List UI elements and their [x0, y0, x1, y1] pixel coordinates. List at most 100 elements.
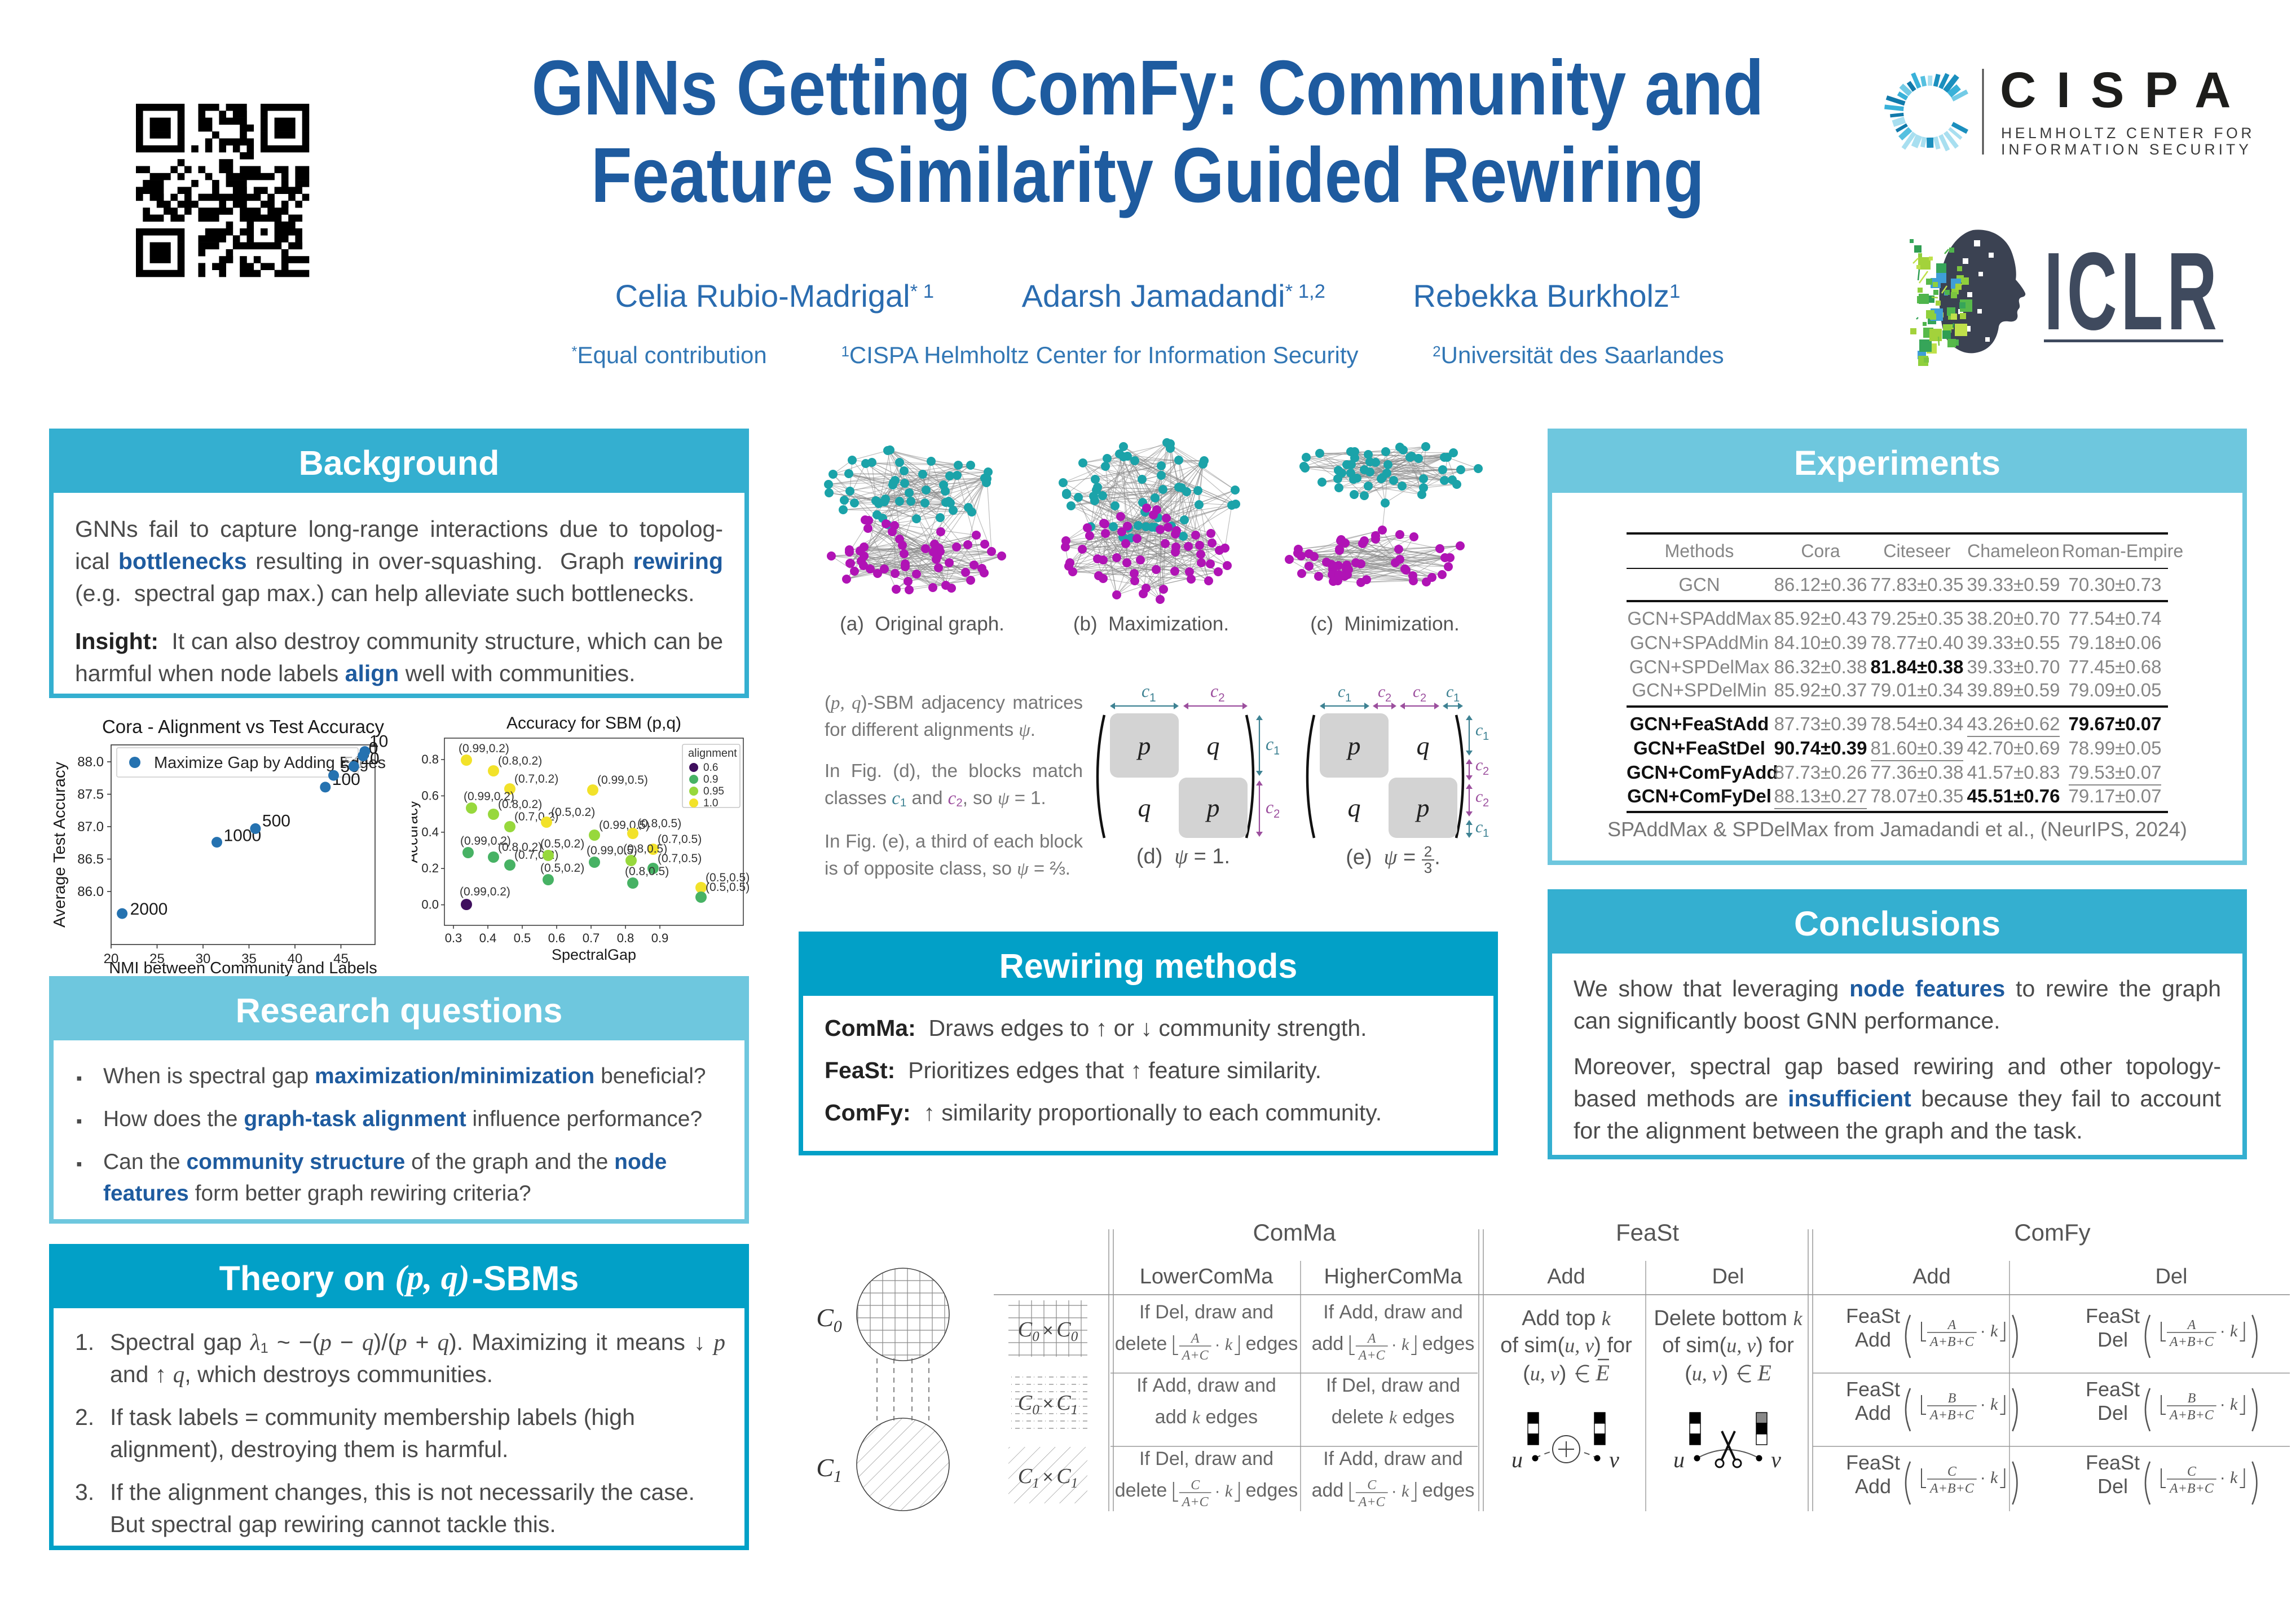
svg-text:(0.5,0.5): (0.5,0.5) — [706, 871, 750, 884]
svg-text:Add: Add — [1547, 1265, 1585, 1288]
svg-text:C: C — [1018, 1318, 1033, 1341]
svg-text:87.0: 87.0 — [77, 819, 104, 835]
svg-text:86.0: 86.0 — [77, 884, 104, 899]
svg-text:edges: edges — [1417, 1480, 1474, 1501]
svg-text:of sim(: of sim( — [1500, 1334, 1565, 1357]
svg-text:LowerComMa: LowerComMa — [1140, 1265, 1273, 1288]
svg-text:alignment: alignment — [688, 747, 737, 760]
svg-text:A: A — [1947, 1318, 1956, 1332]
svg-text:A+B+C: A+B+C — [1929, 1408, 1975, 1423]
svg-text:0.0: 0.0 — [421, 898, 439, 912]
svg-text:A+B+C: A+B+C — [1929, 1481, 1975, 1496]
svg-text:k: k — [1192, 1407, 1201, 1427]
svg-text:k: k — [1225, 1335, 1233, 1354]
svg-text:c: c — [1378, 687, 1385, 701]
svg-text:p: p — [1205, 793, 1220, 822]
svg-text:2: 2 — [1385, 692, 1391, 704]
svg-text:(0.99,0.2): (0.99,0.2) — [460, 885, 510, 898]
svg-text:30: 30 — [196, 951, 211, 967]
svg-text:(0.5,0.5): (0.5,0.5) — [706, 881, 750, 894]
svg-text:edges: edges — [1240, 1480, 1298, 1501]
svg-text:Add top: Add top — [1522, 1307, 1602, 1330]
svg-text:×: × — [1043, 1320, 1054, 1340]
svg-text:(0.99,0.2): (0.99,0.2) — [460, 835, 511, 848]
svg-text:0.2: 0.2 — [421, 861, 439, 875]
svg-text:If Del, draw and: If Del, draw and — [1326, 1375, 1460, 1396]
svg-text:C: C — [1947, 1464, 1957, 1479]
svg-text:Add: Add — [1855, 1401, 1891, 1424]
svg-text:1: 1 — [1483, 827, 1489, 840]
svg-text:If Del, draw and: If Del, draw and — [1139, 1448, 1273, 1469]
svg-text:·: · — [2220, 1395, 2230, 1414]
svg-text:C: C — [816, 1453, 834, 1482]
svg-text:0: 0 — [1032, 1402, 1039, 1418]
svg-text:×: × — [1043, 1467, 1054, 1487]
svg-text:(0.7,0.2): (0.7,0.2) — [514, 773, 558, 785]
svg-text:500: 500 — [262, 812, 290, 831]
svg-text:FeaSt: FeaSt — [1616, 1219, 1679, 1246]
svg-text:c: c — [1142, 687, 1149, 701]
svg-text:(0.8,0.2): (0.8,0.2) — [498, 798, 542, 811]
svg-text:c: c — [1475, 818, 1483, 836]
svg-text:) for: ) for — [1594, 1334, 1632, 1357]
svg-text:q: q — [1207, 731, 1220, 760]
svg-text:A+B+C: A+B+C — [2169, 1408, 2214, 1423]
svg-text:c: c — [1266, 734, 1273, 754]
svg-text:(: ( — [1523, 1362, 1530, 1385]
svg-text:add: add — [1155, 1406, 1192, 1428]
svg-text:2: 2 — [1218, 691, 1225, 704]
svg-text:Average Test Accuracy: Average Test Accuracy — [51, 762, 69, 928]
svg-text:2: 2 — [1483, 797, 1489, 809]
svg-text:c: c — [1413, 687, 1420, 701]
svg-text:If Add, draw and: If Add, draw and — [1323, 1301, 1463, 1323]
svg-text:C: C — [1367, 1478, 1377, 1493]
svg-text:1: 1 — [1032, 1476, 1039, 1491]
svg-text:1: 1 — [1071, 1476, 1078, 1491]
svg-text:0.4: 0.4 — [479, 931, 497, 945]
svg-text:q: q — [1417, 731, 1430, 760]
svg-text:p: p — [1346, 731, 1361, 760]
svg-text:): ) — [1721, 1362, 1729, 1385]
svg-text:k: k — [1402, 1335, 1409, 1354]
svg-text:B: B — [2188, 1391, 2196, 1406]
svg-text:delete: delete — [1115, 1333, 1173, 1354]
svg-text:q: q — [1348, 793, 1361, 822]
svg-text:Accuracy: Accuracy — [412, 800, 421, 863]
svg-text:A+C: A+C — [1181, 1348, 1209, 1363]
svg-text:If Add, draw and: If Add, draw and — [1323, 1448, 1463, 1469]
svg-text:0.8: 0.8 — [421, 752, 439, 766]
svg-text:C: C — [1018, 1391, 1033, 1415]
svg-text:v: v — [1609, 1447, 1619, 1472]
svg-text:25: 25 — [149, 951, 165, 967]
svg-text:0.6: 0.6 — [703, 762, 718, 774]
svg-text:FeaSt: FeaSt — [2086, 1451, 2140, 1474]
svg-text:1: 1 — [1149, 691, 1156, 704]
svg-text:CISPA: CISPA — [2000, 61, 2251, 118]
svg-text:86.5: 86.5 — [77, 852, 104, 867]
svg-text:Add: Add — [1855, 1328, 1891, 1351]
svg-text:edges: edges — [1417, 1333, 1474, 1354]
svg-text:(0.8,0.5): (0.8,0.5) — [625, 865, 669, 878]
svg-text:0.7: 0.7 — [583, 931, 600, 945]
svg-text:q: q — [1138, 793, 1151, 822]
svg-text:1: 1 — [1345, 692, 1351, 704]
svg-text:0.9: 0.9 — [703, 774, 718, 785]
svg-text:Maximize Gap by Adding Edges: Maximize Gap by Adding Edges — [154, 754, 386, 772]
svg-text:Del: Del — [2097, 1401, 2128, 1424]
svg-text:Delete bottom: Delete bottom — [1654, 1307, 1793, 1330]
svg-text:(0.99,0.2): (0.99,0.2) — [464, 790, 514, 803]
svg-text:(0.8,0.2): (0.8,0.2) — [498, 754, 542, 767]
svg-text:Del: Del — [1712, 1265, 1744, 1288]
svg-text:u, v: u, v — [1726, 1334, 1756, 1357]
svg-text:2: 2 — [1420, 692, 1426, 704]
svg-text:1.0: 1.0 — [703, 797, 718, 809]
svg-text:C: C — [816, 1303, 834, 1332]
svg-text:0: 0 — [1032, 1329, 1039, 1344]
svg-text:2000: 2000 — [130, 900, 168, 919]
svg-text:p: p — [1415, 793, 1430, 822]
svg-text:add: add — [1312, 1333, 1349, 1354]
svg-text:Del: Del — [2097, 1328, 2128, 1351]
svg-text:FeaSt: FeaSt — [1846, 1451, 1900, 1474]
svg-text:k: k — [1990, 1322, 1998, 1340]
svg-text:c: c — [1475, 721, 1483, 739]
